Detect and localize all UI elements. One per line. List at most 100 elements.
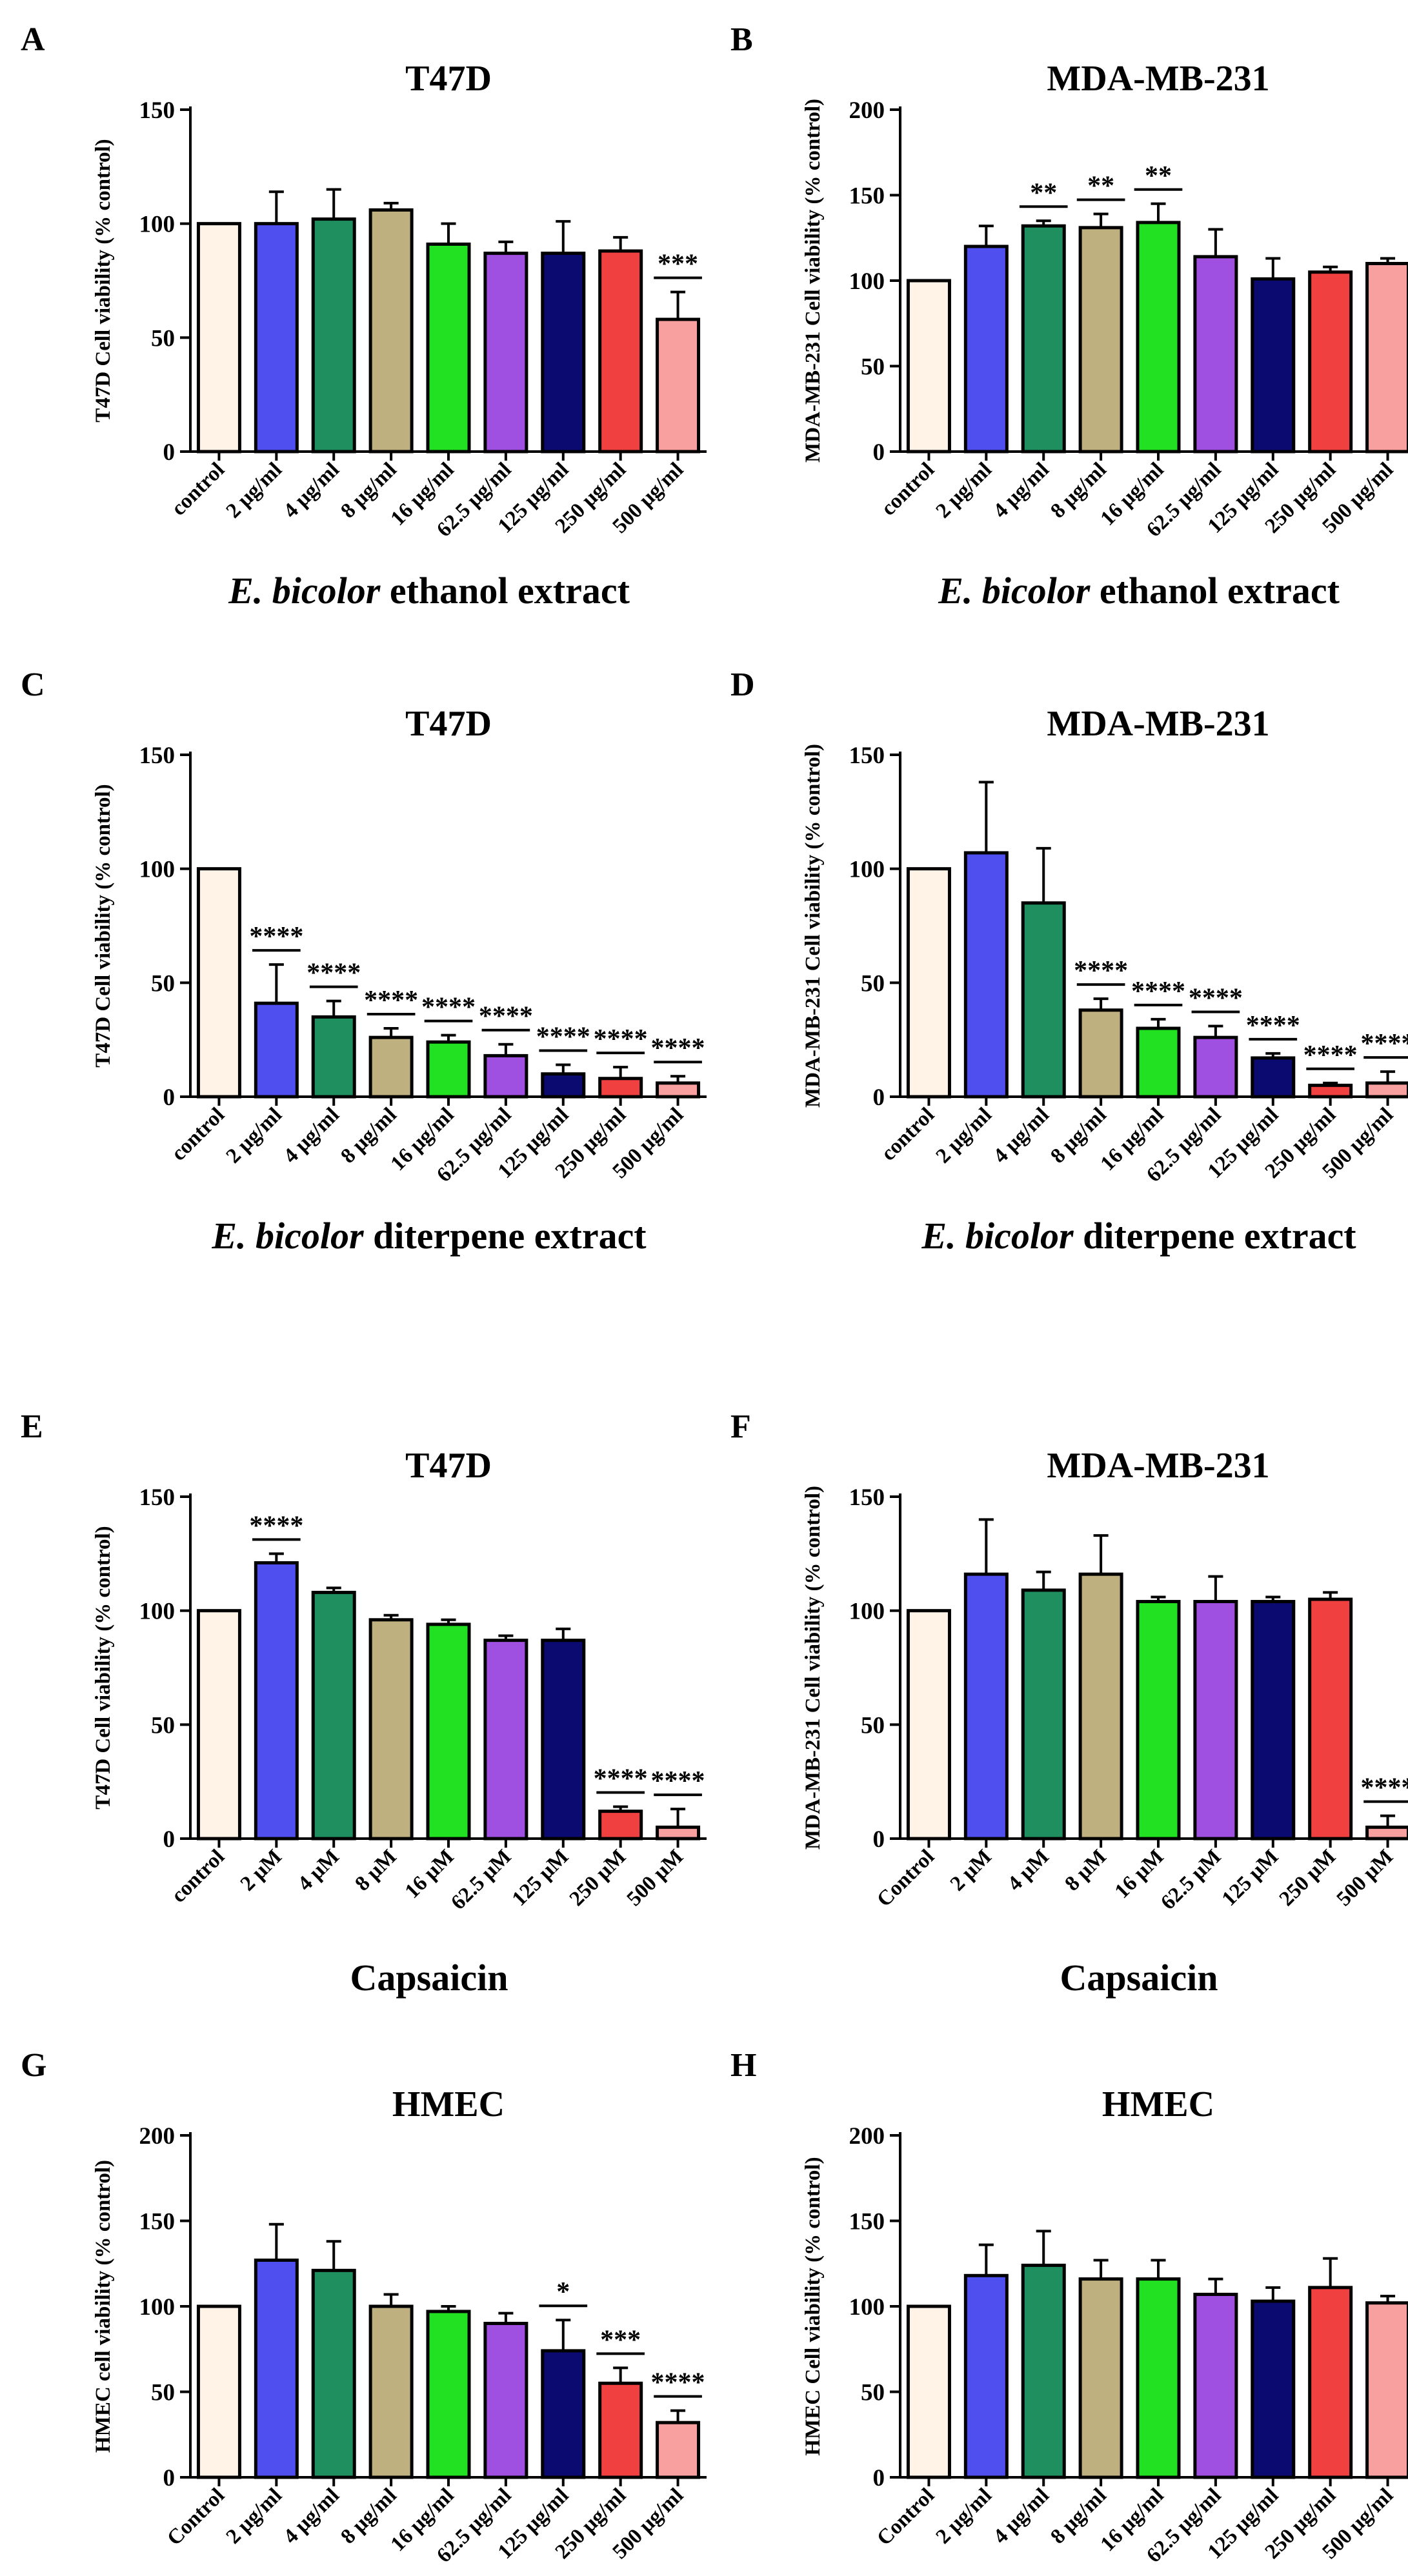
y-tick-label: 0 — [163, 1826, 176, 1853]
bar — [906, 2304, 951, 2479]
category-label: 4 μg/ml — [989, 2484, 1054, 2548]
significance-label: **** — [1361, 1773, 1408, 1803]
category-label: 2 μM — [946, 1845, 996, 1895]
category-label: 500 μM — [623, 1845, 689, 1911]
bar — [598, 2381, 643, 2479]
bar — [1021, 901, 1066, 1099]
category-label: 2 μg/ml — [222, 1103, 287, 1168]
x-axis-label-text: ethanol extract — [1090, 570, 1340, 612]
bar — [541, 252, 586, 454]
significance-label: **** — [594, 1024, 648, 1054]
category-label: 2 μg/ml — [932, 1103, 996, 1168]
significance-label: *** — [658, 250, 698, 279]
category-label: 62.5 μM — [447, 1845, 516, 1914]
bar — [426, 2310, 471, 2479]
significance-label: **** — [307, 959, 361, 988]
category-label: 125 μM — [1218, 1845, 1283, 1911]
significance-label: **** — [479, 1002, 533, 1032]
bar — [483, 1053, 528, 1099]
bar — [196, 2304, 241, 2479]
chart-panel-g: G HMEC HMEC cell viability (% control) 0 50 1… — [21, 2047, 707, 2568]
y-tick-label: 150 — [139, 97, 176, 124]
x-axis-label-species: E. bicolor — [938, 570, 1091, 612]
y-tick-label: 100 — [139, 1599, 176, 1625]
y-tick-label: 50 — [861, 2380, 885, 2406]
x-axis-label-text: Capsaicin — [350, 1957, 508, 1999]
category-label: 62.5 μM — [1156, 1845, 1225, 1914]
bar — [906, 279, 951, 454]
category-label: Control — [872, 2484, 939, 2550]
significance-label: **** — [651, 1766, 705, 1796]
bar — [1078, 226, 1123, 454]
bar — [196, 1609, 241, 1841]
y-tick-label: 50 — [861, 970, 885, 997]
y-tick-label: 50 — [151, 1712, 175, 1739]
x-axis-label-text: diterpene extract — [364, 1215, 647, 1257]
bar — [598, 1077, 643, 1099]
bar — [1251, 277, 1296, 454]
chart-title: MDA-MB-231 — [1047, 704, 1269, 744]
y-tick-label: 100 — [849, 2294, 885, 2321]
bar — [1365, 2301, 1408, 2479]
y-tick-label: 100 — [849, 268, 885, 295]
bar — [1251, 1056, 1296, 1099]
bar — [1193, 255, 1238, 454]
bar — [1251, 1600, 1296, 1841]
y-tick-label: 200 — [849, 97, 885, 124]
category-label: control — [877, 1103, 939, 1165]
y-axis-label: MDA-MB-231 Cell viability (% control) — [801, 744, 825, 1108]
y-axis-label: HMEC cell viability (% control) — [92, 2160, 115, 2453]
chart-panel-f: F MDA-MB-231 MDA-MB-231 Cell viability (% … — [730, 1408, 1408, 1999]
category-label: 2 μg/ml — [932, 458, 996, 523]
bar — [311, 1015, 356, 1099]
bar — [254, 222, 299, 454]
bar — [656, 2421, 701, 2479]
bar — [1308, 1083, 1353, 1099]
chart-title: T47D — [405, 59, 492, 99]
category-label: 2 μg/ml — [222, 2484, 287, 2548]
bar — [483, 252, 528, 454]
bar — [906, 867, 951, 1099]
x-axis-label: Capsaicin — [350, 1957, 508, 1999]
x-axis-label-text: diterpene extract — [1074, 1215, 1357, 1257]
bar — [656, 317, 701, 454]
category-label: 250 μM — [565, 1845, 631, 1911]
category-label: Control — [872, 1845, 939, 1912]
chart-title: T47D — [405, 704, 492, 744]
y-tick-label: 100 — [849, 857, 885, 883]
x-axis-label-species: E. bicolor — [228, 570, 381, 612]
y-axis-label: T47D Cell viability (% control) — [92, 1526, 115, 1809]
category-label: control — [167, 1103, 229, 1165]
y-tick-label: 150 — [139, 1484, 176, 1511]
bar — [1136, 221, 1181, 454]
significance-label: **** — [249, 1511, 303, 1541]
bar — [311, 1590, 356, 1841]
category-label: 4 μg/ml — [279, 1103, 344, 1168]
bar — [483, 2322, 528, 2479]
category-label: 4 μM — [294, 1845, 344, 1895]
bar — [1078, 1008, 1123, 1099]
significance-label: **** — [1246, 1011, 1300, 1041]
bar — [254, 1001, 299, 1099]
bar — [656, 1825, 701, 1841]
y-tick-label: 0 — [873, 1084, 885, 1111]
panel-letter: F — [730, 1408, 751, 1445]
x-axis-label-text: ethanol extract — [380, 570, 630, 612]
y-tick-label: 50 — [151, 970, 175, 997]
bar — [311, 2268, 356, 2479]
bar — [963, 1572, 1009, 1841]
bar — [426, 1622, 471, 1841]
y-tick-label: 200 — [139, 2123, 176, 2150]
category-label: 500 μM — [1333, 1845, 1398, 1911]
category-label: 8 μM — [1061, 1845, 1111, 1895]
panel-letter: E — [21, 1408, 43, 1445]
significance-label: **** — [364, 986, 418, 1015]
y-axis-label: HMEC Cell viability (% control) — [801, 2157, 825, 2455]
y-axis-label: MDA-MB-231 Cell viability (% control) — [801, 99, 825, 463]
y-tick-label: 50 — [151, 325, 175, 352]
y-tick-label: 50 — [861, 1712, 885, 1739]
x-axis-label-species: E. bicolor — [921, 1215, 1074, 1257]
bar — [541, 1639, 586, 1841]
bar — [368, 1035, 414, 1099]
bar — [368, 1618, 414, 1841]
